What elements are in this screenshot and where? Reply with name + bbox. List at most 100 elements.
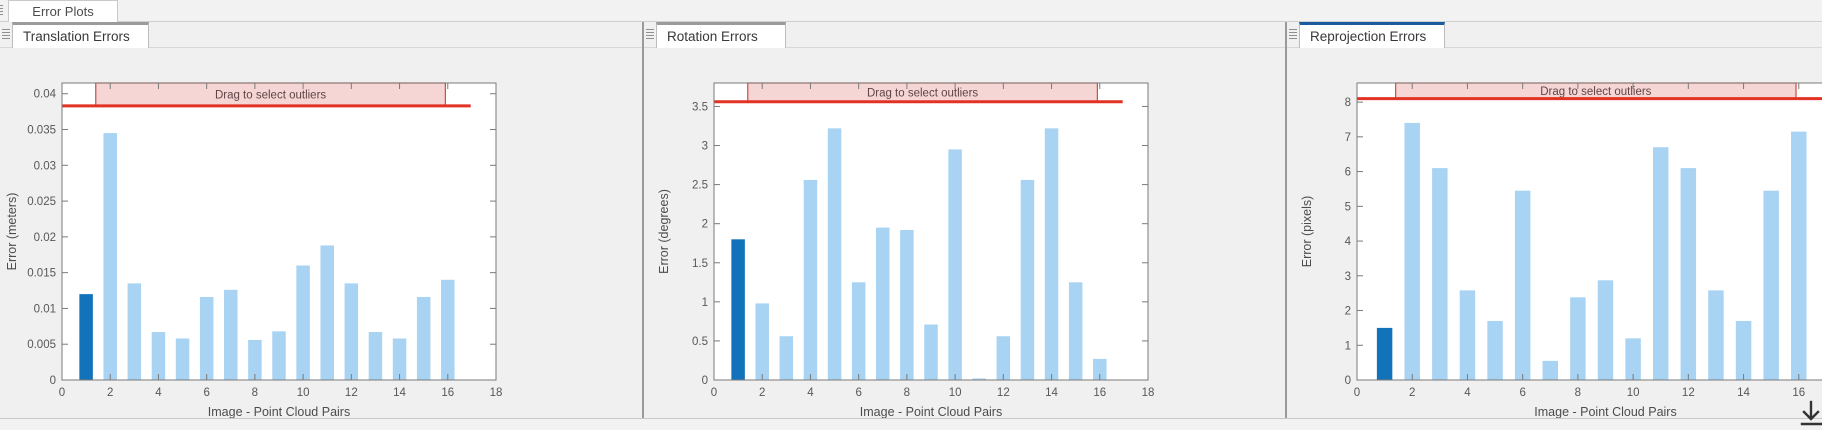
bar[interactable] [731, 239, 745, 380]
y-tick-label: 0.5 [692, 336, 708, 348]
panel-tab-row: Translation Errors [0, 22, 642, 48]
y-tick-label: 0 [702, 375, 708, 387]
bar[interactable] [948, 149, 962, 380]
bar[interactable] [296, 265, 310, 380]
y-tick-label: 2 [1345, 306, 1351, 318]
bar[interactable] [1625, 338, 1641, 380]
bar[interactable] [79, 294, 93, 380]
bar[interactable] [1487, 320, 1503, 380]
bar[interactable] [248, 339, 262, 380]
tab-reprojection-errors[interactable]: Reprojection Errors [1299, 22, 1446, 48]
x-tick-label: 0 [59, 387, 65, 399]
y-tick-label: 0 [1345, 375, 1351, 387]
bar[interactable] [1093, 358, 1107, 380]
x-tick-label: 10 [949, 387, 962, 399]
y-axis-label: Error (meters) [5, 193, 19, 271]
bar[interactable] [1542, 360, 1559, 380]
bar[interactable] [199, 296, 214, 380]
y-tick-label: 0.02 [34, 232, 56, 244]
bar[interactable] [924, 324, 938, 380]
x-tick-label: 6 [203, 387, 209, 399]
bar[interactable] [1735, 320, 1752, 380]
bar[interactable] [368, 332, 383, 380]
bar[interactable] [1597, 280, 1614, 380]
bar[interactable] [1708, 290, 1724, 380]
y-tick-label: 0.015 [27, 268, 56, 280]
bar[interactable] [972, 378, 986, 380]
bar[interactable] [1680, 168, 1697, 380]
grip-icon[interactable] [2, 29, 10, 39]
bar[interactable] [1791, 131, 1807, 380]
bar[interactable] [272, 331, 286, 380]
tab-label: Translation Errors [23, 29, 130, 44]
y-axis-label: Error (degrees) [657, 189, 671, 274]
outlier-band-label: Drag to select outliers [1540, 86, 1651, 98]
x-tick-label: 18 [490, 387, 503, 399]
bar[interactable] [1404, 122, 1420, 381]
bar[interactable] [755, 303, 769, 380]
download-arrow-icon[interactable] [1798, 400, 1822, 430]
bar[interactable] [1020, 179, 1035, 380]
bar[interactable] [1376, 327, 1393, 380]
tab-error-plots[interactable]: Error Plots [8, 0, 118, 22]
y-tick-label: 1 [702, 297, 708, 309]
x-axis-label: Image - Point Cloud Pairs [208, 405, 350, 418]
bar[interactable] [320, 245, 334, 380]
grip-icon[interactable] [0, 5, 3, 15]
bar[interactable] [900, 229, 914, 380]
x-axis-label: Image - Point Cloud Pairs [860, 405, 1002, 418]
bar[interactable] [1514, 190, 1531, 380]
x-tick-label: 16 [1792, 387, 1805, 399]
grip-icon[interactable] [646, 29, 654, 39]
x-tick-label: 0 [1354, 387, 1360, 399]
y-tick-label: 0 [50, 375, 56, 387]
bar[interactable] [127, 283, 142, 380]
bar[interactable] [827, 128, 842, 380]
x-tick-label: 8 [252, 387, 258, 399]
bar[interactable] [344, 283, 359, 380]
bar[interactable] [392, 338, 407, 380]
x-tick-label: 12 [1682, 387, 1695, 399]
bar[interactable] [851, 282, 866, 380]
bar[interactable] [1763, 190, 1779, 380]
bar[interactable] [1432, 168, 1448, 380]
y-tick-label: 6 [1345, 167, 1351, 179]
bar[interactable] [416, 296, 431, 380]
grip-icon[interactable] [1289, 29, 1297, 39]
x-tick-label: 14 [1045, 387, 1058, 399]
top-tab-bar: Error Plots [0, 0, 1822, 22]
x-tick-label: 12 [997, 387, 1010, 399]
bar[interactable] [876, 227, 890, 380]
y-tick-label: 0.04 [34, 89, 57, 101]
bar[interactable] [1044, 128, 1059, 380]
y-tick-label: 2 [702, 219, 708, 231]
panel-reprojection-errors: Reprojection Errors Drag to select outli… [1285, 22, 1822, 418]
y-tick-label: 3.5 [692, 101, 708, 113]
axes-box [1356, 82, 1822, 381]
x-tick-label: 4 [1464, 387, 1471, 399]
tab-translation-errors[interactable]: Translation Errors [12, 22, 149, 48]
bar[interactable] [803, 179, 818, 380]
bar[interactable] [441, 279, 455, 380]
bar[interactable] [151, 332, 166, 380]
tab-label: Error Plots [32, 4, 94, 19]
y-tick-label: 0.01 [34, 303, 56, 315]
x-tick-label: 2 [107, 387, 113, 399]
bar[interactable] [175, 338, 190, 380]
bar[interactable] [103, 133, 117, 380]
bar[interactable] [1459, 290, 1476, 380]
x-tick-label: 12 [345, 387, 358, 399]
bar[interactable] [1068, 282, 1083, 380]
y-tick-label: 3 [702, 141, 708, 153]
bar[interactable] [224, 289, 238, 380]
bar[interactable] [996, 336, 1011, 380]
bar[interactable] [779, 336, 794, 380]
y-axis-label: Error (pixels) [1300, 196, 1314, 268]
panel-translation-errors: Translation Errors Drag to select outlie… [0, 22, 642, 418]
bar[interactable] [1570, 297, 1586, 380]
tab-rotation-errors[interactable]: Rotation Errors [656, 22, 786, 48]
y-tick-label: 2.5 [692, 180, 708, 192]
bar[interactable] [1652, 147, 1669, 380]
x-tick-label: 10 [1627, 387, 1640, 399]
